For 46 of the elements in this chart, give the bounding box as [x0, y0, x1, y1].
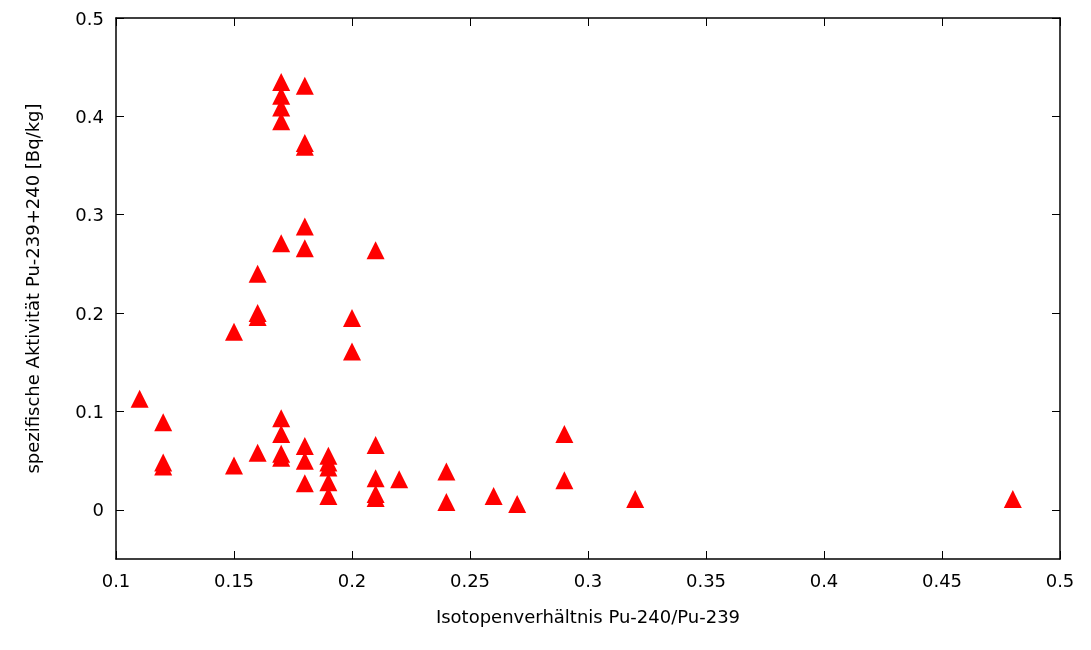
- x-axis-title: Isotopenverhältnis Pu-240/Pu-239: [435, 605, 741, 627]
- y-tick-label: 0.3: [75, 204, 104, 226]
- x-tick-label: 0.4: [809, 569, 839, 591]
- point: [272, 409, 291, 428]
- x-tick-label: 0.15: [213, 569, 255, 591]
- y-tick-label: 0.1: [75, 400, 104, 422]
- point: [295, 217, 314, 236]
- point: [295, 239, 314, 258]
- point: [272, 234, 291, 253]
- y-tick-label: 0.4: [75, 105, 104, 127]
- point: [626, 490, 645, 508]
- point: [295, 474, 314, 493]
- point: [130, 389, 149, 408]
- point: [225, 456, 243, 475]
- x-tick-label: 0.5: [1045, 569, 1075, 591]
- point: [484, 487, 503, 506]
- point: [248, 264, 267, 283]
- x-tick-label: 0.35: [685, 569, 727, 591]
- point: [366, 469, 385, 488]
- point: [248, 443, 267, 462]
- point: [437, 492, 456, 511]
- y-tick-label: 0: [92, 499, 104, 521]
- point: [343, 309, 361, 328]
- x-tick-label: 0.3: [573, 569, 603, 591]
- point: [225, 322, 243, 341]
- x-tick-label: 0.2: [337, 569, 367, 591]
- point: [1003, 490, 1022, 508]
- point: [555, 471, 574, 490]
- point: [343, 342, 361, 361]
- point: [366, 241, 385, 260]
- point: [366, 435, 385, 454]
- x-tick-label: 0.25: [449, 569, 491, 591]
- point: [437, 462, 456, 481]
- point: [154, 413, 173, 432]
- point: [272, 72, 291, 91]
- point: [272, 425, 291, 444]
- x-tick-label: 0.45: [921, 569, 963, 591]
- point: [295, 76, 314, 95]
- y-axis-title: spezifische Aktivität Pu-239+240 [Bq/kg]: [21, 103, 43, 474]
- x-tick-label: 0.1: [101, 569, 131, 591]
- y-tick-label: 0.5: [75, 7, 104, 29]
- point: [555, 425, 574, 444]
- y-tick-label: 0.2: [75, 302, 104, 324]
- point: [508, 494, 527, 513]
- point: [390, 470, 409, 489]
- point: [295, 436, 314, 455]
